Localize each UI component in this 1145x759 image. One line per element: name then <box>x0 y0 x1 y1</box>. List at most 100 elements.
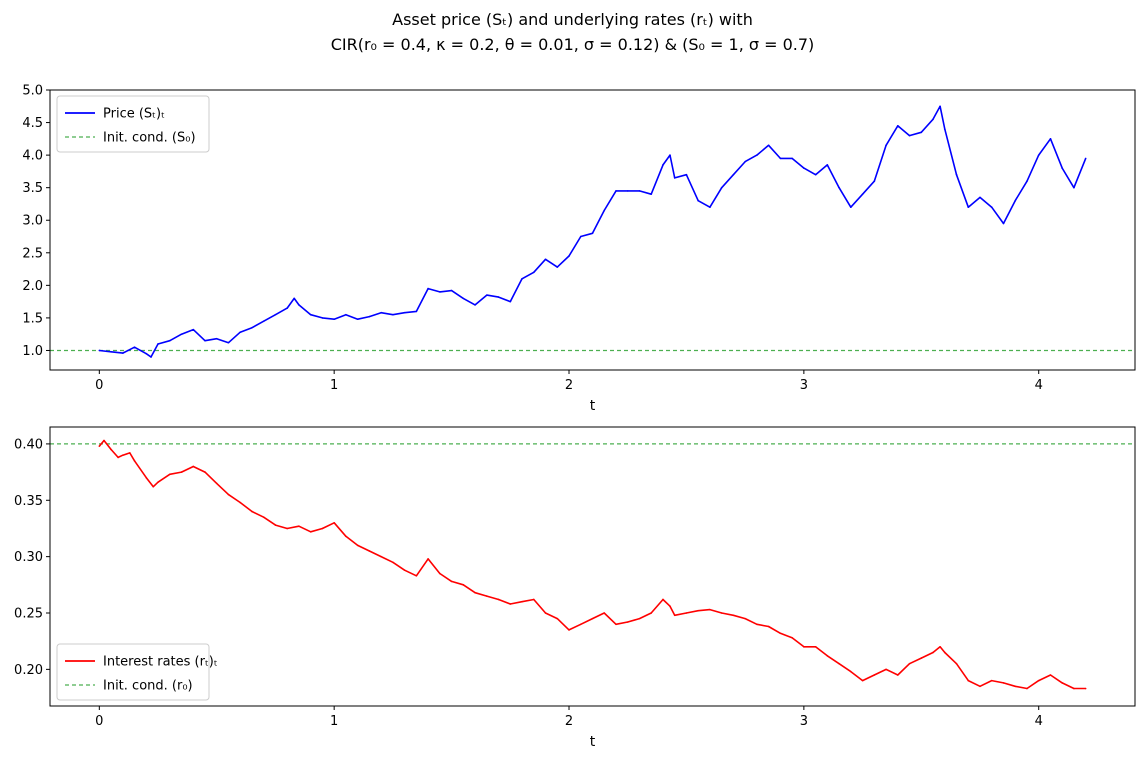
data-point-rates <box>509 603 512 605</box>
data-point-price <box>544 258 547 261</box>
data-point-rates <box>215 482 218 485</box>
data-point-rates <box>403 569 406 571</box>
data-point-rates <box>117 456 119 459</box>
data-point-rates <box>650 612 653 614</box>
data-point-price <box>122 352 124 354</box>
data-point-rates <box>439 572 441 575</box>
data-point-price <box>98 349 101 352</box>
data-point-rates <box>251 510 253 513</box>
data-point-rates <box>603 612 606 614</box>
data-point-price <box>227 341 230 344</box>
axes-frame-price <box>49 89 1136 371</box>
data-point-price <box>579 235 582 238</box>
data-point-price <box>838 186 840 189</box>
data-point-rates <box>1061 682 1063 684</box>
data-point-rates <box>204 471 206 473</box>
legend-box-rates <box>56 643 210 701</box>
data-point-rates <box>967 679 970 682</box>
data-point-price <box>450 289 453 292</box>
y-tick-label-price: 3.5 <box>22 181 43 196</box>
data-point-rates <box>1037 679 1040 682</box>
data-point-rates <box>943 651 946 654</box>
data-point-price <box>615 190 617 192</box>
panel-price: 0 1 2 3 4 1.0 1.5 2.0 2.5 3.0 3.5 4.0 4.5 5.0 t Price (… <box>22 84 1136 414</box>
data-point-rates <box>286 527 288 530</box>
data-point-price <box>603 209 606 212</box>
data-point-price <box>321 317 324 319</box>
data-point-rates <box>791 637 793 639</box>
data-point-rates <box>591 617 594 620</box>
data-point-price <box>826 164 829 166</box>
data-point-price <box>744 160 746 163</box>
data-point-rates <box>697 609 699 612</box>
data-point-price <box>939 105 941 108</box>
data-point-rates <box>908 662 911 665</box>
y-tick-label-price: 2.5 <box>22 246 43 261</box>
data-point-price <box>803 167 805 169</box>
data-point-price <box>168 339 171 342</box>
data-point-price <box>486 294 488 296</box>
data-point-rates <box>685 612 688 614</box>
data-point-price <box>955 173 958 176</box>
axes-frame-rates <box>49 426 1136 707</box>
data-point-rates <box>615 623 617 626</box>
data-point-rates <box>427 558 429 560</box>
data-point-price <box>145 352 148 355</box>
data-point-price <box>309 313 312 316</box>
data-point-rates <box>180 471 183 473</box>
x-tick-label-rates: 0 <box>95 714 103 729</box>
data-point-rates <box>932 651 934 654</box>
data-point-price <box>497 296 500 298</box>
series-line-rates <box>98 439 1086 690</box>
data-point-price <box>462 297 465 300</box>
data-point-rates <box>779 632 782 635</box>
y-tick-label-price: 4.5 <box>22 116 43 131</box>
data-point-price <box>732 173 735 176</box>
data-point-price <box>638 190 641 192</box>
data-point-rates <box>979 685 981 688</box>
data-point-price <box>791 157 793 160</box>
data-point-price <box>1084 157 1087 160</box>
data-point-rates <box>709 608 711 611</box>
y-tick-label-price: 3.0 <box>22 214 43 229</box>
data-point-rates <box>1026 687 1028 690</box>
x-tick-label-price: 3 <box>800 378 808 393</box>
data-point-rates <box>897 674 899 676</box>
y-tick-label-rates: 0.35 <box>14 494 43 509</box>
data-point-rates <box>939 646 941 648</box>
data-point-price <box>509 300 512 303</box>
x-axis-label-rates: t <box>590 734 596 750</box>
legend-box-price <box>56 95 210 153</box>
data-point-rates <box>227 493 230 496</box>
panel-rates: 0 1 2 3 4 0.20 0.25 0.30 0.35 0.40 t Interest rates… <box>14 426 1136 750</box>
x-tick-label-rates: 4 <box>1035 714 1043 729</box>
data-point-price <box>720 186 723 189</box>
data-point-price <box>1002 222 1005 225</box>
x-tick-label-price: 2 <box>565 378 573 393</box>
data-point-price <box>626 190 629 192</box>
legend-label-rates: Init. cond. (r₀) <box>103 679 193 694</box>
data-point-rates <box>885 668 887 671</box>
data-point-rates <box>145 476 148 479</box>
x-tick-label-price: 4 <box>1035 378 1043 393</box>
x-tick-label-rates: 1 <box>330 714 338 729</box>
data-point-rates <box>129 452 131 454</box>
data-point-price <box>685 173 688 176</box>
data-point-price <box>474 304 476 306</box>
data-point-price <box>591 232 594 235</box>
data-point-rates <box>1049 674 1052 676</box>
data-point-rates <box>556 617 559 620</box>
y-tick-label-price: 2.0 <box>22 279 43 294</box>
data-point-rates <box>152 485 155 488</box>
data-point-price <box>380 311 382 314</box>
data-point-rates <box>497 598 500 601</box>
data-point-price <box>215 337 218 340</box>
data-point-price <box>192 328 195 331</box>
data-point-price <box>885 144 887 147</box>
data-point-rates <box>462 584 465 586</box>
data-point-price <box>333 318 335 321</box>
x-tick-label-rates: 3 <box>800 714 808 729</box>
data-point-price <box>274 313 277 316</box>
data-point-price <box>669 154 671 156</box>
data-point-rates <box>920 657 923 659</box>
